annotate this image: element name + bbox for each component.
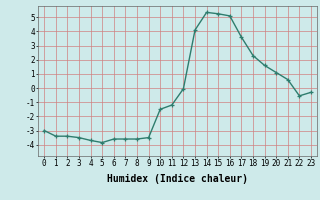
X-axis label: Humidex (Indice chaleur): Humidex (Indice chaleur) bbox=[107, 174, 248, 184]
